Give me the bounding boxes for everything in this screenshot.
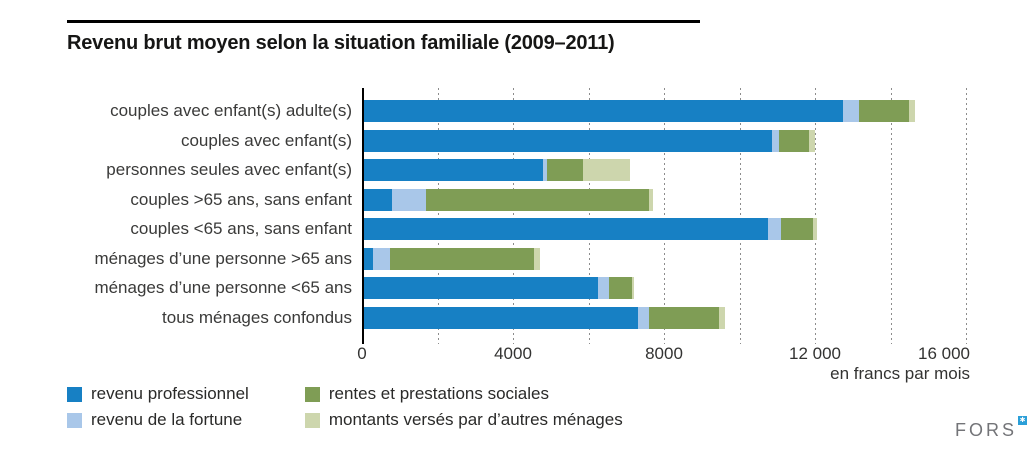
chart-title: Revenu brut moyen selon la situation fam… bbox=[67, 32, 615, 54]
bar-segment-montants bbox=[909, 100, 916, 122]
x-tick-label: 16 000 bbox=[918, 344, 970, 363]
bar-segment-montants bbox=[718, 306, 725, 329]
legend-swatch-icon bbox=[67, 412, 82, 428]
bar-segment-rentes bbox=[781, 218, 814, 240]
gridline bbox=[588, 88, 590, 344]
legend-item: revenu de la fortune bbox=[67, 407, 249, 433]
fors-logo-mark-icon: ✱ bbox=[1018, 416, 1028, 425]
bar-segment-revenu bbox=[364, 100, 844, 122]
legend-item: revenu professionnel bbox=[67, 381, 249, 407]
x-tick-label: 8000 bbox=[645, 344, 683, 363]
gridline bbox=[513, 88, 514, 344]
bar-segment-revenu bbox=[364, 277, 599, 299]
legend-label: revenu de la fortune bbox=[91, 410, 243, 429]
bar-segment-revenu bbox=[767, 218, 782, 240]
title-rule bbox=[67, 20, 700, 23]
bar-segment-revenu bbox=[364, 159, 544, 181]
bar-segment-rentes bbox=[426, 188, 649, 211]
gridline bbox=[815, 88, 816, 344]
bar-segment-revenu bbox=[392, 188, 427, 211]
bar-segment-rentes bbox=[858, 100, 910, 122]
bar-segment-montants bbox=[813, 218, 817, 240]
category-label: ménages d’une personne >65 ans bbox=[94, 248, 352, 268]
gridline bbox=[437, 88, 439, 344]
legend-item: rentes et prestations sociales bbox=[304, 381, 623, 407]
bar-segment-revenu bbox=[771, 129, 780, 152]
legend-label: montants versés par d’autres ménages bbox=[328, 410, 623, 429]
category-label: tous ménages confondus bbox=[162, 307, 352, 327]
x-tick-label: 0 bbox=[357, 344, 367, 363]
bar-segment-montants bbox=[533, 247, 540, 270]
axis-unit-label: en francs par mois bbox=[830, 364, 970, 383]
bar-segment-revenu bbox=[637, 306, 649, 329]
category-label: couples >65 ans, sans enfant bbox=[130, 189, 352, 209]
legend-swatch-icon bbox=[304, 386, 320, 402]
bar-segment-revenu bbox=[543, 159, 548, 181]
bar-segment-revenu bbox=[843, 100, 859, 122]
bar-segment-montants bbox=[649, 188, 653, 211]
y-axis-line bbox=[362, 88, 364, 344]
legend-label: revenu professionnel bbox=[91, 384, 249, 403]
bar-segment-rentes bbox=[390, 247, 534, 270]
fors-logo: FORS ✱ bbox=[955, 416, 1028, 441]
x-tick-label: 4000 bbox=[494, 344, 532, 363]
bar-segment-montants bbox=[809, 129, 816, 152]
category-label: personnes seules avec enfant(s) bbox=[106, 160, 352, 179]
gridline bbox=[739, 88, 741, 344]
legend-label: rentes et prestations sociales bbox=[328, 384, 549, 403]
bar-segment-montants bbox=[632, 277, 634, 299]
bar-segment-montants bbox=[582, 159, 631, 181]
legend-swatch-icon bbox=[67, 386, 82, 402]
legend-item: montants versés par d’autres ménages bbox=[304, 407, 623, 433]
category-label: couples avec enfant(s) adulte(s) bbox=[110, 101, 352, 120]
gridline bbox=[664, 88, 665, 344]
bar-segment-rentes bbox=[779, 129, 810, 152]
category-label: couples <65 ans, sans enfant bbox=[130, 219, 352, 238]
category-label: ménages d’une personne <65 ans bbox=[94, 278, 352, 297]
bar-segment-revenu bbox=[373, 247, 391, 270]
bar-segment-revenu bbox=[364, 247, 374, 270]
x-tick-label: 12 000 bbox=[789, 344, 841, 363]
plot-area bbox=[362, 88, 974, 344]
bar-segment-rentes bbox=[547, 159, 583, 181]
bar-segment-revenu bbox=[364, 306, 638, 329]
bar-segment-rentes bbox=[609, 277, 633, 299]
fors-logo-text: FORS bbox=[955, 420, 1018, 440]
gridline bbox=[890, 88, 892, 344]
bar-segment-revenu bbox=[364, 188, 393, 211]
bar-segment-revenu bbox=[598, 277, 610, 299]
legend: revenu professionnel revenu de la fortune… bbox=[67, 381, 623, 433]
gridline bbox=[966, 88, 967, 344]
category-label: couples avec enfant(s) bbox=[180, 130, 352, 150]
bar-segment-revenu bbox=[364, 218, 768, 240]
legend-swatch-icon bbox=[304, 412, 320, 428]
bar-segment-revenu bbox=[364, 129, 772, 152]
bar-segment-rentes bbox=[649, 306, 719, 329]
